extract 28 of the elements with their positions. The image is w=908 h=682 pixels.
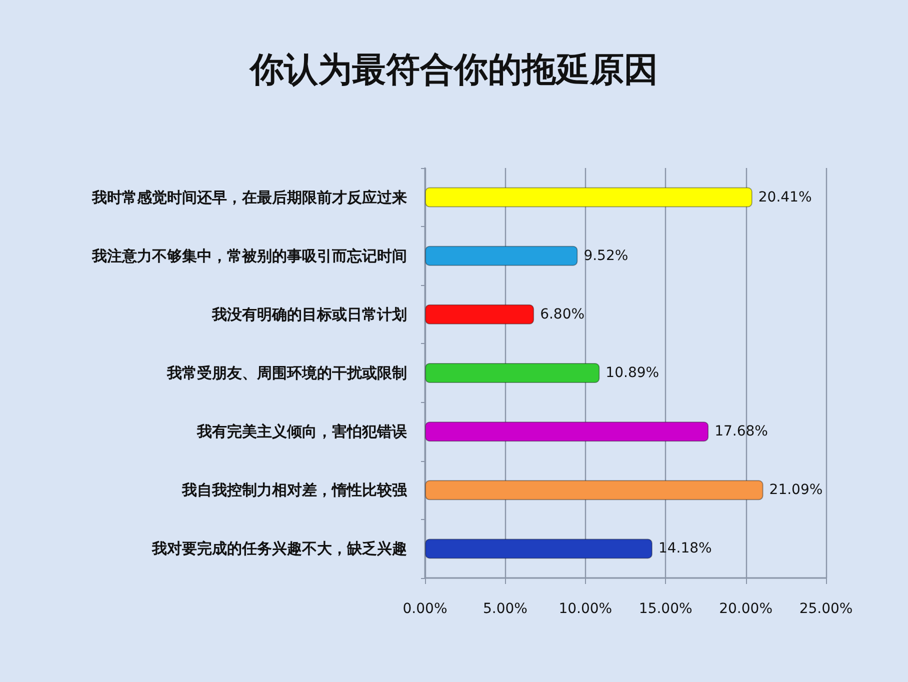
bar bbox=[425, 363, 600, 383]
data-label: 21.09% bbox=[769, 482, 823, 498]
data-label: 20.41% bbox=[758, 189, 812, 206]
data-label: 9.52% bbox=[584, 248, 628, 264]
x-tick-label: 10.00% bbox=[558, 601, 612, 617]
y-tick-label: 我自我控制力相对差，惰性比较强 bbox=[181, 481, 408, 500]
bar bbox=[425, 246, 578, 266]
data-label: 6.80% bbox=[540, 306, 585, 322]
bar bbox=[425, 422, 709, 442]
y-tick-label: 我常受朋友、周围环境的干扰或限制 bbox=[166, 364, 407, 382]
bar bbox=[425, 480, 764, 500]
y-tick-label: 我时常感觉时间还早，在最后期限前才反应过来 bbox=[91, 188, 407, 206]
chart-title: 你认为最符合你的拖延原因 bbox=[248, 50, 658, 90]
bar bbox=[425, 538, 652, 559]
x-tick-label: 20.00% bbox=[719, 601, 772, 617]
x-tick-label: 5.00% bbox=[482, 601, 528, 617]
data-label: 10.89% bbox=[606, 365, 660, 381]
data-label: 14.18% bbox=[658, 540, 712, 557]
y-tick-label: 我注意力不够集中，常被别的事吸引而忘记时间 bbox=[91, 246, 407, 265]
bar bbox=[425, 187, 752, 208]
data-label: 17.68% bbox=[714, 424, 768, 440]
y-tick-label: 我有完美主义倾向，害怕犯错误 bbox=[196, 422, 408, 441]
x-tick-label: 15.00% bbox=[638, 601, 692, 617]
y-tick-label: 我没有明确的目标或日常计划 bbox=[211, 305, 407, 324]
bar bbox=[425, 304, 534, 324]
x-tick-label: 25.00% bbox=[799, 601, 853, 617]
y-tick-label: 我对要完成的任务兴趣不大，缺乏兴趣 bbox=[151, 540, 407, 558]
x-tick-label: 0.00% bbox=[402, 601, 448, 617]
